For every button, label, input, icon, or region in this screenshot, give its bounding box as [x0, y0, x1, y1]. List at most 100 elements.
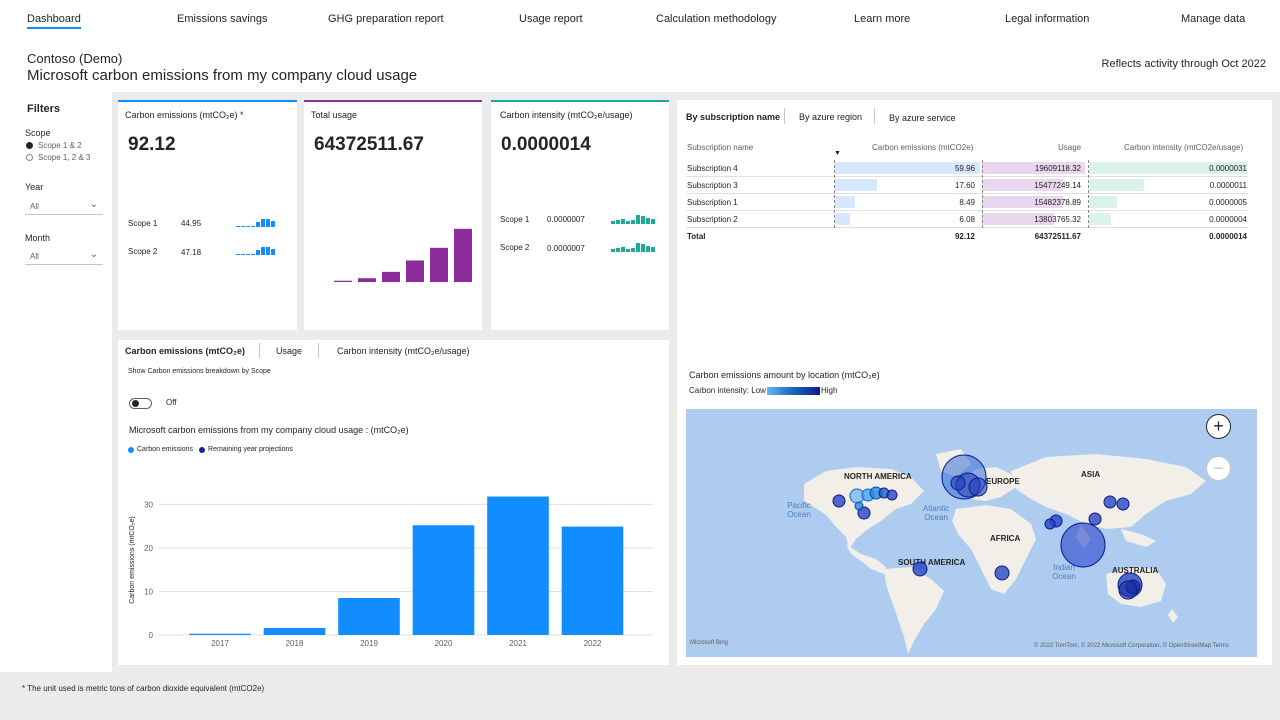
- emissions-map[interactable]: NORTH AMERICA EUROPE ASIA AFRICA SOUTH A…: [686, 409, 1257, 657]
- region-label: NORTH AMERICA: [844, 472, 912, 481]
- map-attribution: © 2022 TomTom, © 2022 Microsoft Corporat…: [1033, 643, 1229, 649]
- map-bubble[interactable]: [1118, 580, 1138, 600]
- map-bubble[interactable]: [1116, 497, 1130, 511]
- x-tick-label: 2019: [360, 639, 378, 648]
- scope-option-1-2[interactable]: Scope 1 & 2: [26, 141, 82, 150]
- map-bubble[interactable]: [1103, 495, 1117, 509]
- month-dropdown[interactable]: All ⌄: [25, 248, 103, 265]
- kpi-value: 0.0000014: [501, 134, 591, 155]
- map-bubble[interactable]: [912, 561, 928, 577]
- map-bubble[interactable]: [854, 501, 864, 511]
- region-label: AUSTRALIA: [1112, 566, 1159, 575]
- column-divider: [834, 160, 835, 228]
- zoom-out-button[interactable]: −: [1206, 456, 1231, 481]
- scope1-label: Scope 1: [128, 219, 158, 228]
- table-row[interactable]: Subscription 2 6.08 13803765.32 0.000000…: [686, 211, 1248, 228]
- tab-by-service[interactable]: By azure service: [889, 113, 956, 123]
- scope1-value: 44.95: [181, 219, 202, 228]
- x-tick-label: 2017: [211, 639, 229, 648]
- map-bubble[interactable]: [832, 494, 846, 508]
- kpi-total-usage[interactable]: Total usage 64372511.67: [304, 100, 482, 330]
- map-bubble[interactable]: [950, 475, 966, 491]
- breakdown-toggle[interactable]: [129, 398, 152, 409]
- emissions-chart-panel: Carbon emissions (mtCO₂e) Usage Carbon i…: [118, 340, 669, 665]
- emissions-bar[interactable]: [412, 525, 475, 635]
- y-axis-label: Carbon emissions (mtCO₂e): [129, 516, 136, 604]
- toggle-state: Off: [166, 398, 177, 407]
- tab-by-subscription[interactable]: By subscription name: [686, 112, 781, 122]
- kpi-carbon-intensity[interactable]: Carbon intensity (mtCO₂e/usage) 0.000001…: [491, 100, 669, 330]
- tab-divider: [784, 108, 785, 124]
- toggle-knob: [132, 400, 139, 407]
- y-tick-label: 10: [144, 587, 153, 596]
- nav-calculation-methodology[interactable]: Calculation methodology: [656, 13, 777, 25]
- emissions-bar[interactable]: [561, 526, 624, 635]
- tab-by-region[interactable]: By azure region: [799, 112, 863, 122]
- emissions-bar[interactable]: [338, 597, 400, 635]
- zoom-in-button[interactable]: +: [1206, 414, 1231, 439]
- scope-option-1-2-3[interactable]: Scope 1, 2 & 3: [26, 153, 90, 162]
- map-bubble[interactable]: [1060, 522, 1106, 568]
- top-nav: Dashboard Emissions savings GHG preparat…: [0, 0, 1280, 40]
- emissions-bar[interactable]: [263, 628, 326, 635]
- usage-bar: [430, 247, 448, 282]
- table-row[interactable]: Subscription 1 8.49 15482378.89 0.000000…: [686, 194, 1248, 211]
- nav-ghg-report[interactable]: GHG preparation report: [328, 13, 444, 25]
- chevron-down-icon: ⌄: [89, 199, 98, 210]
- region-label: EUROPE: [986, 477, 1020, 486]
- tab-carbon-emissions[interactable]: Carbon emissions (mtCO₂e): [125, 346, 246, 356]
- scope2-value: 47.18: [181, 248, 202, 257]
- map-bubble[interactable]: [994, 565, 1010, 581]
- region-label: ASIA: [1081, 470, 1101, 479]
- map-bubble[interactable]: [968, 477, 988, 497]
- kpi-title: Carbon intensity (mtCO₂e/usage): [500, 110, 633, 120]
- emissions-bar[interactable]: [189, 633, 251, 635]
- nav-manage-data[interactable]: Manage data: [1181, 13, 1246, 25]
- usage-bar: [406, 260, 424, 282]
- table-total-row: Total 92.12 64372511.67 0.0000014: [687, 232, 1247, 241]
- nav-usage-report[interactable]: Usage report: [519, 13, 583, 25]
- nav-legal-information[interactable]: Legal information: [1005, 13, 1090, 25]
- year-label: Year: [25, 182, 44, 192]
- y-tick-label: 30: [144, 500, 153, 509]
- table-row[interactable]: Subscription 4 59.96 19609118.32 0.00000…: [686, 160, 1248, 177]
- nav-learn-more[interactable]: Learn more: [854, 13, 911, 25]
- nav-dashboard[interactable]: Dashboard: [27, 13, 81, 29]
- tab-divider: [259, 343, 260, 358]
- map-bubble[interactable]: [1044, 518, 1056, 530]
- scope1-label: Scope 1: [500, 215, 530, 224]
- scope2-label: Scope 2: [128, 247, 158, 256]
- tab-usage[interactable]: Usage: [276, 346, 303, 356]
- intensity-legend: Carbon intensity: Low High: [689, 386, 838, 395]
- chart-title: Microsoft carbon emissions from my compa…: [129, 425, 409, 435]
- col-header-usage[interactable]: Usage: [1058, 143, 1082, 152]
- footnote: * The unit used is metric tons of carbon…: [22, 684, 265, 693]
- x-tick-label: 2020: [435, 639, 453, 648]
- map-bubble[interactable]: [886, 489, 898, 501]
- emissions-bar-chart: 0 10 20 30 Carbon emissions (mtCO₂e) 2017 2018…: [129, 496, 653, 648]
- emissions-bar[interactable]: [487, 496, 549, 635]
- usage-bar: [334, 280, 352, 282]
- filters-title: Filters: [27, 103, 61, 115]
- tab-carbon-intensity[interactable]: Carbon intensity (mtCO₂e/usage): [337, 346, 470, 356]
- kpi-value: 64372511.67: [314, 134, 424, 155]
- table-row[interactable]: Subscription 3 17.60 15477249.14 0.00000…: [686, 177, 1248, 194]
- scope1-value: 0.0000007: [547, 215, 585, 224]
- col-header-intensity[interactable]: Carbon intensity (mtCO2e/usage): [1124, 143, 1244, 152]
- ocean-label: Atlantic Ocean: [922, 504, 950, 522]
- column-divider: [982, 160, 983, 228]
- emission-bubbles: [832, 454, 1143, 600]
- sort-desc-icon[interactable]: ▼: [834, 150, 841, 157]
- org-name: Contoso (Demo): [27, 51, 123, 66]
- col-header-name[interactable]: Subscription name: [687, 143, 754, 152]
- col-header-emissions[interactable]: Carbon emissions (mtCO2e): [872, 143, 974, 152]
- usage-bar: [358, 278, 376, 282]
- x-tick-label: 2021: [509, 639, 527, 648]
- radio-unselected-icon: [26, 154, 33, 161]
- year-dropdown[interactable]: All ⌄: [25, 198, 103, 215]
- nav-emissions-savings[interactable]: Emissions savings: [177, 13, 268, 25]
- chevron-down-icon: ⌄: [89, 249, 98, 260]
- usage-bar: [454, 228, 472, 282]
- map-bubble[interactable]: [1088, 512, 1102, 526]
- kpi-carbon-emissions[interactable]: Carbon emissions (mtCO₂e) * 92.12 Scope …: [118, 100, 297, 330]
